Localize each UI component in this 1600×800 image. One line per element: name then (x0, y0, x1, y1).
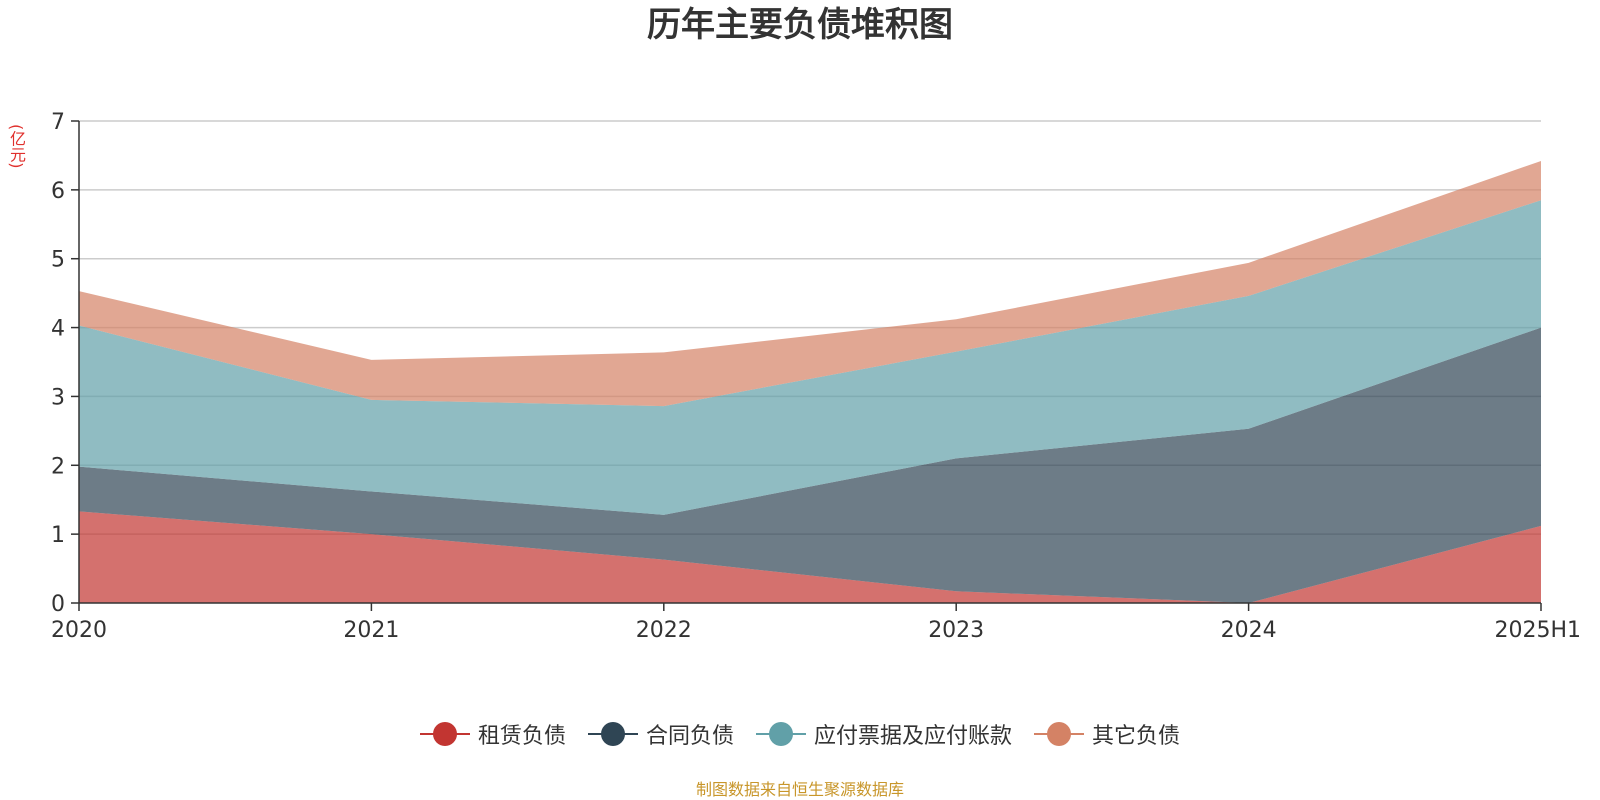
chart-title: 历年主要负债堆积图 (647, 5, 953, 45)
x-tick-label: 2024 (1221, 618, 1277, 643)
legend-item-3[interactable]: 应付票据及应付账款 (756, 718, 1012, 750)
legend-label: 其它负债 (1092, 724, 1181, 749)
area-series-2[interactable] (79, 327, 1541, 603)
x-tick-label: 2023 (928, 618, 984, 643)
y-tick-label: 0 (51, 592, 65, 617)
legend-marker-icon (419, 722, 470, 746)
y-tick-label: 5 (51, 248, 65, 273)
legend-label: 应付票据及应付账款 (814, 724, 1013, 749)
y-tick-label: 6 (51, 179, 65, 204)
legend-marker-icon (587, 722, 638, 746)
area-series-3[interactable] (79, 200, 1541, 515)
legend-marker-icon (756, 722, 806, 746)
legend-label: 合同负债 (645, 724, 734, 749)
legend-item-1[interactable]: 租赁负债 (419, 718, 566, 750)
y-tick-label: 3 (51, 385, 65, 410)
y-axis-unit: (亿元) (7, 124, 26, 169)
y-tick-label: 7 (51, 110, 65, 135)
y-tick-label: 1 (51, 523, 65, 548)
y-tick-label: 4 (51, 317, 65, 342)
y-tick-label: 2 (51, 454, 65, 479)
area-series (79, 160, 1541, 603)
x-tick-label: 2022 (636, 618, 692, 643)
x-tick-label: 2025H1 (1494, 618, 1581, 643)
area-series-4[interactable] (79, 160, 1541, 407)
legend-label: 租赁负债 (477, 724, 566, 749)
source-note: 制图数据来自恒生聚源数据库 (695, 780, 904, 799)
legend: 租赁负债 合同负债 应付票据及应付账款 其它负债 (0, 718, 1600, 750)
area-series-1[interactable] (79, 511, 1541, 603)
tick-labels: 0 1 2 3 4 5 6 7 2020 2021 2022 2023 2024 2025H1 (51, 110, 1581, 643)
legend-marker-icon (1034, 722, 1085, 746)
x-tick-label: 2021 (343, 618, 399, 643)
x-tick-label: 2020 (51, 618, 107, 643)
legend-item-2[interactable]: 合同负债 (587, 718, 734, 750)
legend-item-4[interactable]: 其它负债 (1034, 718, 1180, 750)
axes (71, 120, 1542, 611)
